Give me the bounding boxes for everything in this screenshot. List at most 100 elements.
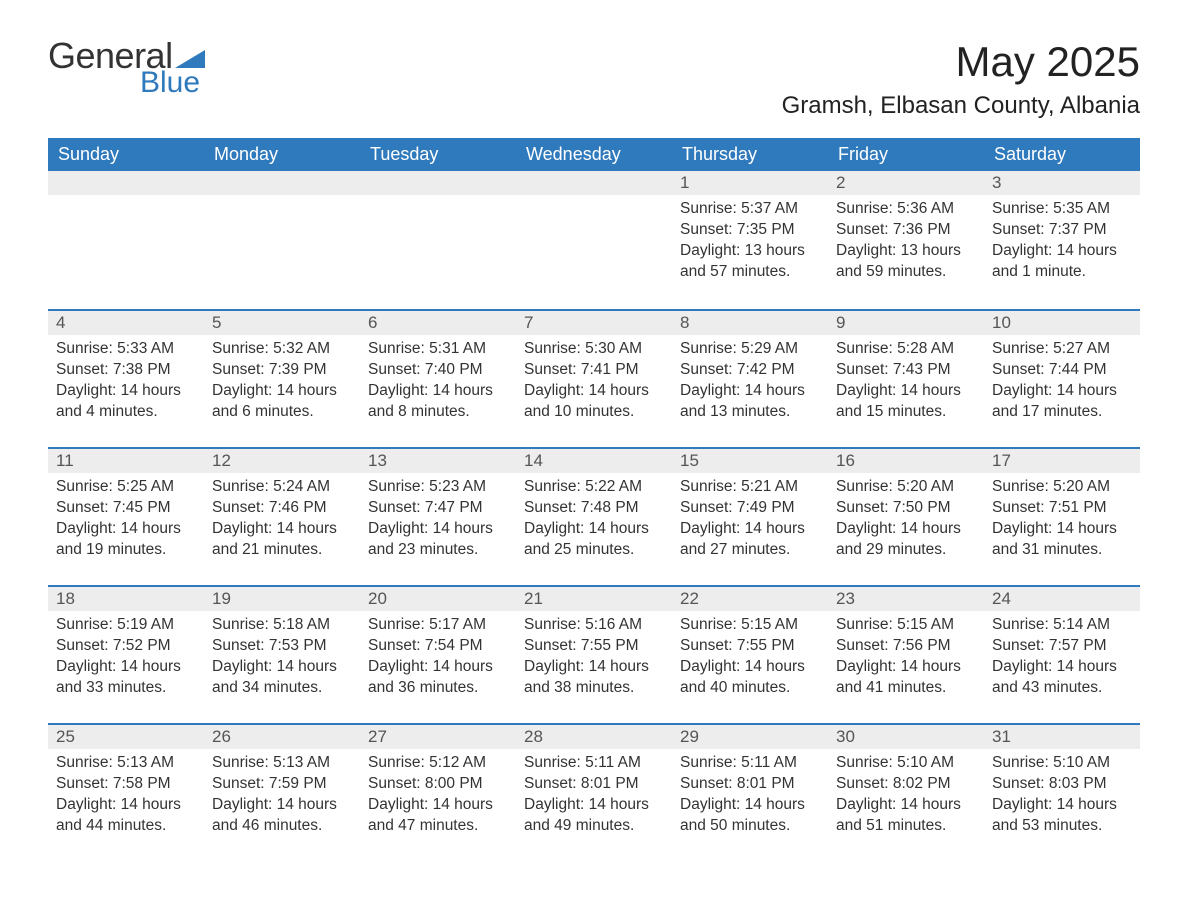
- daylight-line: Daylight: 14 hours and 31 minutes.: [992, 519, 1132, 561]
- calendar-cell: 23Sunrise: 5:15 AMSunset: 7:56 PMDayligh…: [828, 585, 984, 723]
- day-details: Sunrise: 5:31 AMSunset: 7:40 PMDaylight:…: [360, 335, 516, 431]
- sunset-line: Sunset: 7:44 PM: [992, 360, 1132, 381]
- sunset-line: Sunset: 8:01 PM: [524, 774, 664, 795]
- day-details: Sunrise: 5:25 AMSunset: 7:45 PMDaylight:…: [48, 473, 204, 569]
- sunset-line: Sunset: 7:41 PM: [524, 360, 664, 381]
- daylight-line: Daylight: 14 hours and 10 minutes.: [524, 381, 664, 423]
- day-number: 10: [984, 309, 1140, 335]
- sunset-line: Sunset: 8:02 PM: [836, 774, 976, 795]
- daylight-line: Daylight: 14 hours and 44 minutes.: [56, 795, 196, 837]
- day-details: Sunrise: 5:14 AMSunset: 7:57 PMDaylight:…: [984, 611, 1140, 707]
- calendar-cell: 5Sunrise: 5:32 AMSunset: 7:39 PMDaylight…: [204, 309, 360, 447]
- sunrise-line: Sunrise: 5:20 AM: [992, 477, 1132, 498]
- sunrise-line: Sunrise: 5:11 AM: [680, 753, 820, 774]
- empty-day-bar: [516, 171, 672, 195]
- calendar-cell: 11Sunrise: 5:25 AMSunset: 7:45 PMDayligh…: [48, 447, 204, 585]
- calendar-cell: 8Sunrise: 5:29 AMSunset: 7:42 PMDaylight…: [672, 309, 828, 447]
- calendar-cell: [48, 171, 204, 309]
- day-number: 23: [828, 585, 984, 611]
- day-details: Sunrise: 5:13 AMSunset: 7:58 PMDaylight:…: [48, 749, 204, 845]
- daylight-line: Daylight: 14 hours and 34 minutes.: [212, 657, 352, 699]
- sunrise-line: Sunrise: 5:27 AM: [992, 339, 1132, 360]
- sunset-line: Sunset: 7:43 PM: [836, 360, 976, 381]
- sunset-line: Sunset: 7:46 PM: [212, 498, 352, 519]
- day-details: Sunrise: 5:13 AMSunset: 7:59 PMDaylight:…: [204, 749, 360, 845]
- day-details: Sunrise: 5:17 AMSunset: 7:54 PMDaylight:…: [360, 611, 516, 707]
- calendar-cell: 30Sunrise: 5:10 AMSunset: 8:02 PMDayligh…: [828, 723, 984, 861]
- daylight-line: Daylight: 14 hours and 40 minutes.: [680, 657, 820, 699]
- day-details: Sunrise: 5:15 AMSunset: 7:56 PMDaylight:…: [828, 611, 984, 707]
- calendar-cell: 31Sunrise: 5:10 AMSunset: 8:03 PMDayligh…: [984, 723, 1140, 861]
- day-number: 21: [516, 585, 672, 611]
- sunset-line: Sunset: 7:37 PM: [992, 220, 1132, 241]
- calendar-cell: 18Sunrise: 5:19 AMSunset: 7:52 PMDayligh…: [48, 585, 204, 723]
- day-details: Sunrise: 5:12 AMSunset: 8:00 PMDaylight:…: [360, 749, 516, 845]
- day-number: 3: [984, 171, 1140, 195]
- day-number: 24: [984, 585, 1140, 611]
- day-number: 4: [48, 309, 204, 335]
- sunset-line: Sunset: 7:55 PM: [680, 636, 820, 657]
- daylight-line: Daylight: 14 hours and 17 minutes.: [992, 381, 1132, 423]
- sunrise-line: Sunrise: 5:22 AM: [524, 477, 664, 498]
- day-number: 7: [516, 309, 672, 335]
- calendar-cell: 29Sunrise: 5:11 AMSunset: 8:01 PMDayligh…: [672, 723, 828, 861]
- daylight-line: Daylight: 14 hours and 33 minutes.: [56, 657, 196, 699]
- sunrise-line: Sunrise: 5:23 AM: [368, 477, 508, 498]
- calendar-cell: [360, 171, 516, 309]
- daylight-line: Daylight: 14 hours and 6 minutes.: [212, 381, 352, 423]
- weekday-header: Friday: [828, 138, 984, 171]
- calendar-cell: 10 Sunrise: 5:27 AMSunset: 7:44 PMDayligh…: [984, 309, 1140, 447]
- calendar-cell: 13Sunrise: 5:23 AMSunset: 7:47 PMDayligh…: [360, 447, 516, 585]
- sunset-line: Sunset: 7:40 PM: [368, 360, 508, 381]
- calendar-cell: 15Sunrise: 5:21 AMSunset: 7:49 PMDayligh…: [672, 447, 828, 585]
- daylight-line: Daylight: 13 hours and 57 minutes.: [680, 241, 820, 283]
- daylight-line: Daylight: 14 hours and 15 minutes.: [836, 381, 976, 423]
- daylight-line: Daylight: 14 hours and 53 minutes.: [992, 795, 1132, 837]
- weekday-header: Thursday: [672, 138, 828, 171]
- day-details: Sunrise: 5:36 AMSunset: 7:36 PMDaylight:…: [828, 195, 984, 291]
- day-number: 18: [48, 585, 204, 611]
- day-details: Sunrise: 5:24 AMSunset: 7:46 PMDaylight:…: [204, 473, 360, 569]
- calendar-cell: 4Sunrise: 5:33 AMSunset: 7:38 PMDaylight…: [48, 309, 204, 447]
- sunrise-line: Sunrise: 5:18 AM: [212, 615, 352, 636]
- calendar-cell: 2Sunrise: 5:36 AMSunset: 7:36 PMDaylight…: [828, 171, 984, 309]
- day-number: 8: [672, 309, 828, 335]
- empty-day-bar: [204, 171, 360, 195]
- sunrise-line: Sunrise: 5:36 AM: [836, 199, 976, 220]
- day-details: Sunrise: 5:28 AMSunset: 7:43 PMDaylight:…: [828, 335, 984, 431]
- day-number: 9: [828, 309, 984, 335]
- day-number: 28: [516, 723, 672, 749]
- sunset-line: Sunset: 7:49 PM: [680, 498, 820, 519]
- calendar-cell: 28Sunrise: 5:11 AMSunset: 8:01 PMDayligh…: [516, 723, 672, 861]
- day-number: 20: [360, 585, 516, 611]
- calendar-cell: 19Sunrise: 5:18 AMSunset: 7:53 PMDayligh…: [204, 585, 360, 723]
- sunset-line: Sunset: 7:42 PM: [680, 360, 820, 381]
- calendar-cell: 12Sunrise: 5:24 AMSunset: 7:46 PMDayligh…: [204, 447, 360, 585]
- sunrise-line: Sunrise: 5:35 AM: [992, 199, 1132, 220]
- calendar-cell: 27Sunrise: 5:12 AMSunset: 8:00 PMDayligh…: [360, 723, 516, 861]
- sunrise-line: Sunrise: 5:29 AM: [680, 339, 820, 360]
- day-number: 17: [984, 447, 1140, 473]
- daylight-line: Daylight: 14 hours and 4 minutes.: [56, 381, 196, 423]
- day-number: 2: [828, 171, 984, 195]
- sunrise-line: Sunrise: 5:17 AM: [368, 615, 508, 636]
- sunset-line: Sunset: 7:36 PM: [836, 220, 976, 241]
- day-details: Sunrise: 5:37 AMSunset: 7:35 PMDaylight:…: [672, 195, 828, 291]
- daylight-line: Daylight: 14 hours and 25 minutes.: [524, 519, 664, 561]
- sunrise-line: Sunrise: 5:10 AM: [992, 753, 1132, 774]
- day-number: 25: [48, 723, 204, 749]
- sunset-line: Sunset: 8:00 PM: [368, 774, 508, 795]
- calendar-cell: 24Sunrise: 5:14 AMSunset: 7:57 PMDayligh…: [984, 585, 1140, 723]
- sunrise-line: Sunrise: 5:24 AM: [212, 477, 352, 498]
- sunset-line: Sunset: 7:58 PM: [56, 774, 196, 795]
- title-block: May 2025 Gramsh, Elbasan County, Albania: [782, 38, 1140, 120]
- logo-text-blue: Blue: [140, 68, 205, 98]
- weekday-header: Wednesday: [516, 138, 672, 171]
- daylight-line: Daylight: 14 hours and 29 minutes.: [836, 519, 976, 561]
- weekday-header: Tuesday: [360, 138, 516, 171]
- empty-day-bar: [360, 171, 516, 195]
- daylight-line: Daylight: 14 hours and 43 minutes.: [992, 657, 1132, 699]
- calendar-cell: [204, 171, 360, 309]
- sunrise-line: Sunrise: 5:30 AM: [524, 339, 664, 360]
- sunrise-line: Sunrise: 5:13 AM: [56, 753, 196, 774]
